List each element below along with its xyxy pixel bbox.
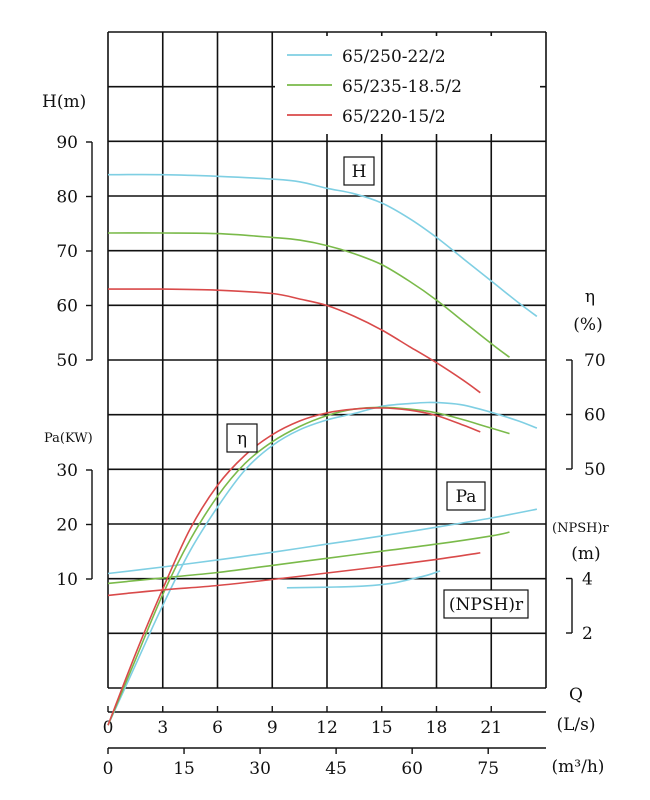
h-curve-label: H [352, 162, 367, 182]
q2-axis-tick-label: 75 [477, 759, 499, 779]
chart-axes: H(m)5060708090Pa(KW)102030η(%)506070(NPS… [42, 92, 610, 779]
q-axis-tick-label: 6 [212, 718, 223, 738]
pa-axis-tick-label: 10 [56, 570, 78, 590]
eta-curve-label: η [237, 429, 247, 449]
q-axis-tick-label: 12 [316, 718, 338, 738]
curve-pa-series-2 [107, 531, 510, 585]
eta-axis-tick-label: 60 [584, 406, 606, 426]
npsh-curve-label: (NPSH)r [449, 595, 524, 615]
pa-axis-tick-label: 30 [56, 461, 78, 481]
curve-h-series-1 [107, 173, 538, 318]
pa-curve-label: Pa [456, 487, 477, 507]
curve-h-series-2 [107, 232, 510, 358]
curve-eta-series-1 [107, 401, 538, 726]
pa-axis-title: Pa(KW) [44, 431, 93, 446]
npsh-axis-tick-label: 4 [582, 570, 593, 590]
q2-axis-tick-label: 15 [173, 759, 195, 779]
h-axis-tick-label: 60 [56, 297, 78, 317]
q-axis-tick-label: 3 [157, 718, 168, 738]
curve-pa-series-1 [107, 508, 538, 575]
h-axis-tick-label: 80 [56, 188, 78, 208]
legend-label: 65/235-18.5/2 [342, 77, 462, 97]
chart-legend: 65/250-22/2 65/235-18.5/2 65/220-15/2 [275, 36, 540, 134]
q-axis-tick-label: 21 [480, 718, 502, 738]
chart-curves [107, 173, 538, 726]
curve-pa-series-3 [107, 552, 481, 597]
h-axis-title: H(m) [42, 92, 86, 112]
legend-label: 65/250-22/2 [342, 47, 446, 67]
curve-npshr-series-1 [286, 570, 441, 589]
eta-curve-label-box [226, 423, 258, 453]
h-axis-tick-label: 50 [56, 351, 78, 371]
h-curve-label-box [343, 156, 375, 186]
q2-axis-unit: (m³/h) [552, 757, 605, 777]
curve-eta-series-3 [107, 407, 481, 726]
q2-axis-tick-label: 60 [401, 759, 423, 779]
q-axis-tick-label: 0 [103, 718, 114, 738]
q2-axis-tick-label: 0 [103, 759, 114, 779]
q2-axis-tick-label: 30 [249, 759, 271, 779]
eta-axis-unit: (%) [573, 315, 602, 335]
curve-h-series-3 [107, 288, 481, 394]
q-axis-tick-label: 15 [371, 718, 393, 738]
q-axis-unit: (L/s) [556, 715, 595, 735]
npsh-curve-label-box [443, 589, 529, 619]
h-axis-tick-label: 70 [56, 242, 78, 262]
chart-grid [107, 31, 547, 689]
chart-labels: Hη Pa (NPSH)r [226, 156, 529, 619]
q2-axis-tick-label: 45 [325, 759, 347, 779]
eta-axis-tick-label: 70 [584, 351, 606, 371]
pa-curve-label-box [446, 481, 486, 511]
npsh-axis-unit: (m) [571, 544, 600, 564]
q-axis-title: Q [569, 685, 583, 705]
eta-axis-tick-label: 50 [584, 460, 606, 480]
eta-axis-title: η [585, 287, 595, 307]
pa-axis-tick-label: 20 [56, 516, 78, 536]
npsh-axis-tick-label: 2 [582, 624, 593, 644]
legend-label: 65/220-15/2 [342, 107, 446, 127]
q-axis-tick-label: 18 [426, 718, 448, 738]
npsh-axis-title: (NPSH)r [552, 521, 610, 536]
q-axis-tick-label: 9 [267, 718, 278, 738]
h-axis-tick-label: 90 [56, 133, 78, 153]
